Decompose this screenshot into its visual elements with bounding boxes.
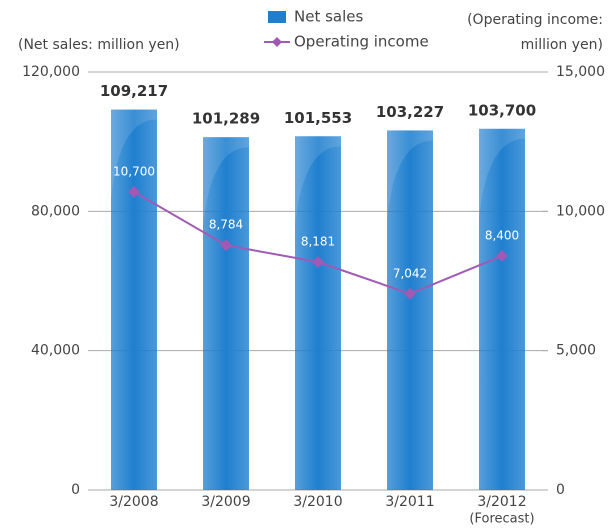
line-marker [312, 256, 324, 269]
legend-swatch [268, 11, 286, 23]
line-value-label: 8,784 [209, 218, 243, 232]
x-tick-label: 3/2012 [477, 494, 526, 510]
x-tick-label: 3/2010 [293, 494, 342, 510]
bar-highlight [111, 109, 157, 490]
y2-tick-label: 0 [556, 482, 565, 498]
y2-axis-label: million yen) [521, 37, 603, 53]
legend-marker [272, 37, 282, 47]
y-tick-label: 40,000 [31, 343, 80, 359]
y2-tick-label: 10,000 [556, 203, 605, 219]
y2-tick-label: 5,000 [556, 343, 596, 359]
x-tick-label: 3/2009 [201, 494, 250, 510]
line-value-label: 7,042 [393, 266, 427, 280]
bar-highlight [387, 130, 433, 490]
bar-highlight [295, 136, 341, 490]
bar [387, 130, 433, 490]
y2-axis-label: (Operating income: [467, 12, 603, 28]
bar [111, 109, 157, 490]
line-value-label: 8,181 [301, 235, 335, 249]
bar [295, 136, 341, 490]
y-tick-label: 80,000 [31, 203, 80, 219]
legend-label: Operating income [294, 33, 429, 51]
x-tick-label: 3/2008 [109, 494, 158, 510]
line-value-label: 10,700 [113, 164, 155, 178]
line-marker [496, 249, 508, 262]
bar [203, 137, 249, 491]
bar-value-label: 103,227 [376, 103, 444, 121]
bar-value-label: 101,553 [284, 109, 352, 127]
annotation: (Forecast) [469, 512, 534, 527]
bar-value-label: 103,700 [468, 101, 536, 119]
legend-label: Net sales [294, 8, 364, 26]
y-axis-label: (Net sales: million yen) [18, 37, 180, 53]
bar-value-label: 109,217 [100, 82, 168, 100]
x-tick-label: 3/2011 [385, 494, 434, 510]
bar-value-label: 101,289 [192, 110, 260, 128]
line-value-label: 8,400 [485, 228, 519, 242]
line-marker [404, 287, 416, 300]
bar [479, 128, 525, 491]
bar-highlight [203, 137, 249, 491]
line-marker [220, 239, 232, 252]
y-tick-label: 0 [71, 482, 80, 498]
bar-highlight [479, 128, 525, 491]
y2-tick-label: 15,000 [556, 64, 605, 80]
y-tick-label: 120,000 [22, 64, 80, 80]
line-marker [128, 185, 140, 198]
